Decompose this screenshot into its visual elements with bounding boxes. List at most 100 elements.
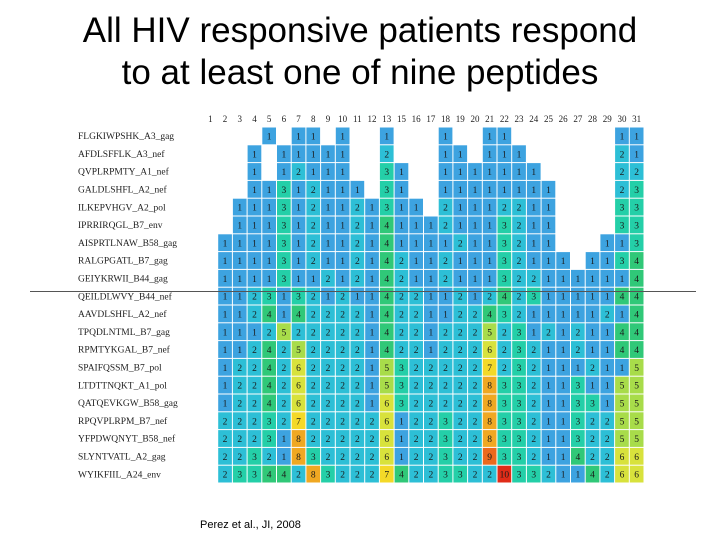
- heatmap-cell: [262, 341, 276, 358]
- heatmap-cell: [394, 234, 409, 252]
- cell-value: 8: [487, 382, 492, 392]
- cell-value: 2: [340, 310, 345, 320]
- heatmap-cell: [468, 394, 482, 412]
- heatmap-cell: [482, 216, 497, 234]
- heatmap-cell: [291, 252, 306, 269]
- heatmap-cell: [438, 394, 453, 412]
- heatmap-cell: [321, 163, 335, 180]
- cell-value: 7: [296, 417, 301, 427]
- column-label: 29: [603, 114, 613, 124]
- cell-value: 2: [399, 257, 404, 267]
- heatmap-cell: [541, 447, 556, 465]
- cell-value: 1: [546, 204, 551, 214]
- cell-value: 4: [267, 399, 272, 409]
- heatmap-cell: [615, 180, 629, 198]
- column-label: 19: [456, 114, 466, 124]
- heatmap-cell: [379, 163, 394, 180]
- cell-value: 2: [311, 328, 316, 338]
- heatmap-cell: [379, 376, 394, 394]
- heatmap-cell: [218, 269, 232, 287]
- heatmap-cell: [526, 447, 541, 465]
- cell-value: 1: [281, 150, 286, 160]
- heatmap-cell: [541, 394, 556, 412]
- cell-value: 5: [384, 364, 389, 374]
- cell-value: 1: [340, 132, 345, 142]
- heatmap-cell: [497, 180, 512, 198]
- cell-value: 4: [634, 293, 639, 303]
- heatmap-cell: [453, 358, 468, 376]
- cell-value: 1: [370, 221, 375, 231]
- heatmap-cell: [232, 341, 247, 358]
- heatmap-cell: [394, 216, 409, 234]
- cell-value: 2: [428, 382, 433, 392]
- cell-value: 1: [473, 221, 478, 231]
- heatmap-cell: [438, 430, 453, 447]
- heatmap-cell: [424, 341, 438, 358]
- cell-value: 1: [281, 293, 286, 303]
- heatmap-cell: [350, 216, 365, 234]
- cell-value: 1: [370, 293, 375, 303]
- heatmap-cell: [512, 341, 526, 358]
- heatmap-cell: [629, 269, 644, 287]
- heatmap-cell: [291, 430, 306, 447]
- cell-value: 1: [458, 257, 463, 267]
- heatmap-cell: [571, 412, 585, 430]
- heatmap-cell: [468, 376, 482, 394]
- heatmap-cell: [321, 269, 335, 287]
- cell-value: 1: [267, 132, 272, 142]
- cell-value: 3: [575, 399, 580, 409]
- cell-value: 1: [575, 293, 580, 303]
- heatmap-cell: [615, 252, 629, 269]
- cell-value: 3: [399, 382, 404, 392]
- cell-value: 2: [575, 346, 580, 356]
- cell-value: 2: [281, 399, 286, 409]
- heatmap-cell: [468, 216, 482, 234]
- cell-value: 2: [311, 204, 316, 214]
- heatmap-cell: [556, 465, 570, 483]
- heatmap-cell: [438, 412, 453, 430]
- cell-value: 1: [267, 221, 272, 231]
- heatmap-cell: [409, 465, 423, 483]
- heatmap-cell: [350, 447, 365, 465]
- heatmap-cell: [277, 341, 291, 358]
- heatmap-cell: [262, 430, 276, 447]
- heatmap-cell: [262, 234, 276, 252]
- heatmap-cell: [482, 358, 497, 376]
- cell-value: 4: [575, 453, 580, 463]
- heatmap-cell: [262, 376, 276, 394]
- cell-value: 3: [281, 257, 286, 267]
- heatmap-cell: [409, 447, 423, 465]
- heatmap-cell: [321, 234, 335, 252]
- cell-value: 2: [355, 204, 360, 214]
- heatmap-cell: [277, 430, 291, 447]
- cell-value: 1: [605, 239, 610, 249]
- heatmap-cell: [409, 216, 423, 234]
- cell-value: 2: [414, 453, 419, 463]
- heatmap-cell: [541, 323, 556, 341]
- cell-value: 2: [428, 417, 433, 427]
- cell-value: 2: [311, 417, 316, 427]
- heatmap-cell: [541, 376, 556, 394]
- heatmap-cell: [365, 465, 379, 483]
- cell-value: 3: [311, 453, 316, 463]
- cell-value: 6: [634, 471, 639, 481]
- heatmap-cell: [218, 323, 232, 341]
- column-label: 21: [485, 114, 494, 124]
- heatmap-cell: [232, 234, 247, 252]
- cell-value: 1: [399, 186, 404, 196]
- heatmap-cell: [218, 252, 232, 269]
- cell-value: 1: [546, 364, 551, 374]
- cell-value: 6: [620, 471, 625, 481]
- cell-value: 3: [502, 435, 507, 445]
- cell-value: 3: [267, 417, 272, 427]
- cell-value: 2: [223, 453, 228, 463]
- cell-value: 1: [252, 328, 257, 338]
- heatmap-cell: [600, 358, 615, 376]
- heatmap-cell: [379, 145, 394, 163]
- column-label: 31: [632, 114, 641, 124]
- cell-value: 2: [502, 346, 507, 356]
- cell-value: 1: [546, 382, 551, 392]
- heatmap-cell: [335, 180, 350, 198]
- row-label: TPQDLNTML_B7_gag: [78, 328, 170, 338]
- heatmap-cell: [394, 323, 409, 341]
